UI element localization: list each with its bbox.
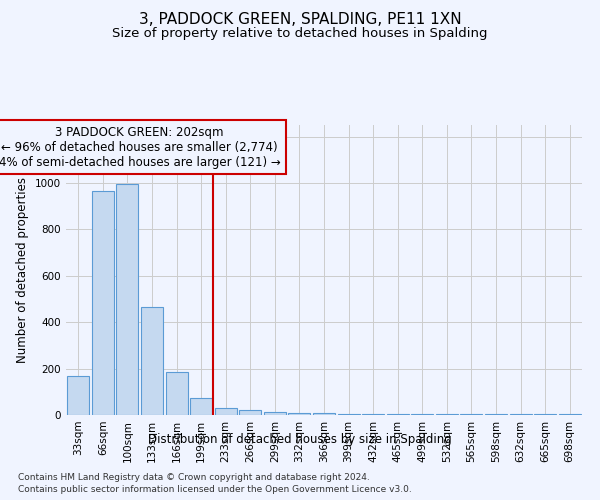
Bar <box>534 414 556 415</box>
Bar <box>509 414 532 415</box>
Bar <box>485 414 507 415</box>
Bar <box>411 414 433 415</box>
Bar <box>338 414 359 415</box>
Text: Contains public sector information licensed under the Open Government Licence v3: Contains public sector information licen… <box>18 485 412 494</box>
Bar <box>92 191 114 415</box>
Bar <box>559 414 581 415</box>
Text: 3, PADDOCK GREEN, SPALDING, PE11 1XN: 3, PADDOCK GREEN, SPALDING, PE11 1XN <box>139 12 461 28</box>
Text: 3 PADDOCK GREEN: 202sqm
← 96% of detached houses are smaller (2,774)
4% of semi-: 3 PADDOCK GREEN: 202sqm ← 96% of detache… <box>0 126 281 168</box>
Bar <box>386 414 409 415</box>
Text: Distribution of detached houses by size in Spalding: Distribution of detached houses by size … <box>148 432 452 446</box>
Bar <box>141 307 163 415</box>
Bar <box>239 410 262 415</box>
Bar <box>264 412 286 415</box>
Text: Contains HM Land Registry data © Crown copyright and database right 2024.: Contains HM Land Registry data © Crown c… <box>18 472 370 482</box>
Bar <box>289 412 310 415</box>
Text: Size of property relative to detached houses in Spalding: Size of property relative to detached ho… <box>112 28 488 40</box>
Bar <box>313 412 335 415</box>
Bar <box>460 414 482 415</box>
Bar <box>436 414 458 415</box>
Bar <box>362 414 384 415</box>
Bar <box>215 408 237 415</box>
Bar <box>190 398 212 415</box>
Bar <box>67 376 89 415</box>
Bar <box>166 372 188 415</box>
Bar <box>116 184 139 415</box>
Y-axis label: Number of detached properties: Number of detached properties <box>16 177 29 363</box>
